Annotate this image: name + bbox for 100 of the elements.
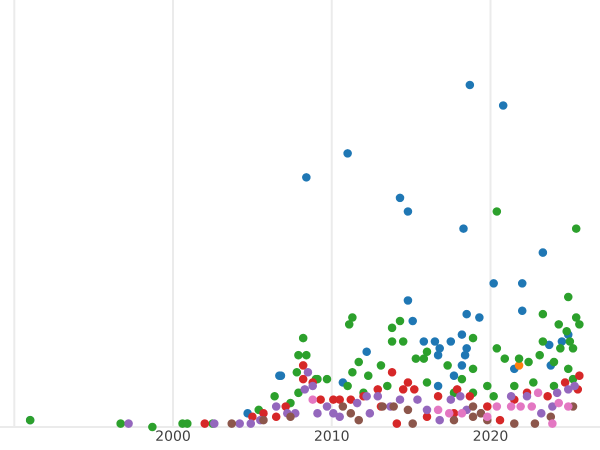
point [506, 392, 516, 400]
point [343, 149, 352, 158]
point [362, 392, 371, 400]
point [420, 337, 428, 346]
point [458, 361, 466, 370]
point [458, 409, 466, 418]
point [374, 385, 382, 394]
point [492, 402, 502, 411]
point [543, 392, 552, 400]
point [286, 412, 295, 422]
point [434, 382, 442, 390]
point [335, 412, 344, 422]
point [489, 279, 498, 288]
point [435, 344, 444, 353]
x-tick-label: 2020 [474, 430, 508, 441]
point [300, 385, 310, 394]
point [554, 398, 564, 408]
point [450, 371, 458, 380]
point [408, 316, 417, 326]
point [564, 402, 573, 411]
point [564, 385, 573, 394]
point [298, 374, 308, 384]
point [458, 330, 466, 339]
point [435, 416, 444, 424]
point [496, 416, 504, 424]
point [560, 378, 570, 387]
point [396, 194, 404, 202]
point [227, 419, 236, 428]
point [374, 392, 382, 400]
point [316, 395, 325, 404]
point [298, 361, 308, 370]
point [389, 402, 398, 411]
point [450, 416, 458, 424]
point [398, 385, 408, 394]
point [313, 409, 322, 418]
point [456, 392, 465, 400]
point [552, 388, 562, 398]
point [444, 409, 454, 418]
point [388, 368, 396, 377]
point [408, 419, 417, 428]
point [404, 296, 412, 305]
point [322, 402, 332, 411]
point [352, 398, 362, 408]
point [302, 173, 311, 182]
point [404, 406, 412, 414]
point [410, 385, 419, 394]
point [575, 371, 584, 380]
point [546, 412, 556, 422]
point [346, 409, 356, 418]
point [434, 350, 442, 360]
point [468, 402, 478, 411]
point [235, 419, 244, 428]
point [366, 409, 374, 418]
point [413, 395, 422, 404]
point [518, 306, 526, 315]
point [475, 313, 484, 322]
point [460, 350, 470, 360]
point [248, 412, 257, 422]
point [522, 392, 532, 400]
point [434, 406, 442, 414]
point [396, 395, 404, 404]
point [124, 419, 133, 428]
point [462, 310, 471, 318]
point [281, 402, 290, 411]
point [446, 337, 456, 346]
point [272, 402, 280, 411]
point [534, 388, 542, 398]
point [404, 207, 412, 216]
point [430, 337, 440, 346]
point [452, 385, 462, 394]
point [329, 409, 338, 418]
point [518, 279, 526, 288]
point [246, 419, 256, 428]
point [544, 340, 554, 350]
point [338, 402, 348, 411]
point [466, 392, 474, 400]
x-tick-label: 2010 [314, 430, 349, 441]
point [308, 395, 317, 404]
point [446, 395, 456, 404]
point [530, 419, 540, 428]
point [483, 402, 492, 411]
point [304, 368, 312, 377]
point [468, 412, 478, 422]
point [570, 382, 579, 390]
point [308, 382, 317, 390]
point [434, 392, 442, 400]
point [346, 395, 356, 404]
point [498, 101, 508, 110]
point [459, 224, 468, 233]
x-tick-label: 2000 [156, 430, 190, 441]
point [537, 409, 546, 418]
point [548, 419, 557, 428]
point [516, 402, 525, 411]
point [548, 402, 557, 411]
point [527, 402, 536, 411]
point [538, 248, 548, 257]
point [259, 416, 268, 424]
point [200, 419, 210, 428]
point [466, 80, 474, 90]
point [392, 419, 402, 428]
